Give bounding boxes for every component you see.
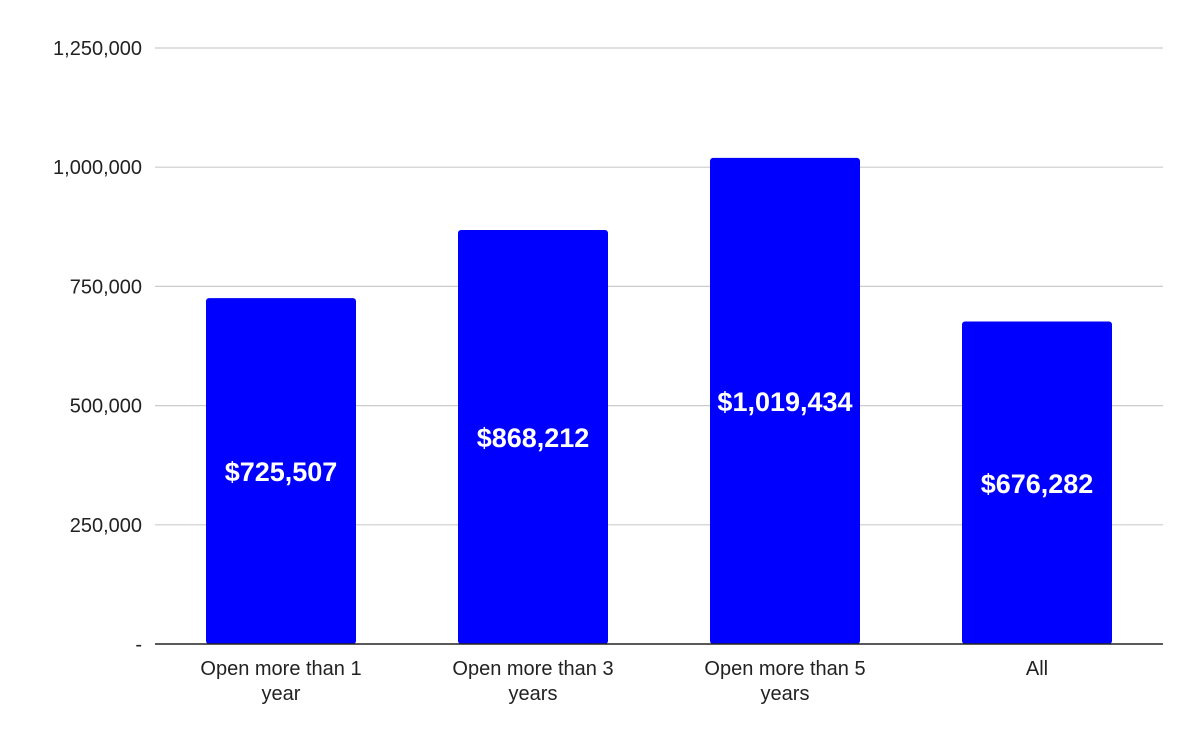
data-label-1: $868,212 [477, 423, 590, 453]
bars: $725,507 $868,212 $1,019,434 $676,282 [206, 157, 1112, 645]
x-category-label-0-line-1: year [262, 683, 301, 705]
x-category-label-2-line-1: years [761, 683, 810, 705]
x-axis-category-labels: Open more than 1 year Open more than 3 year… [200, 658, 1048, 705]
bar-2 [710, 157, 860, 644]
data-label-2: $1,019,434 [717, 387, 852, 417]
bar-1 [458, 230, 608, 645]
x-category-label-2-line-0: Open more than 5 [704, 658, 865, 680]
y-axis-tick-labels: - 250,000 500,000 750,000 1,000,000 1,250,000 [53, 38, 142, 656]
bar-0 [206, 298, 356, 644]
x-category-label-1-line-0: Open more than 3 [452, 658, 613, 680]
y-tick-label-0: - [135, 634, 142, 656]
x-category-label-1-line-1: years [509, 683, 558, 705]
data-label-0: $725,507 [225, 457, 338, 487]
y-tick-label-1: 250,000 [70, 515, 142, 537]
y-tick-label-4: 1,000,000 [53, 157, 142, 179]
x-category-label-3-line-0: All [1026, 658, 1048, 680]
data-label-3: $676,282 [981, 469, 1094, 499]
x-category-label-0-line-0: Open more than 1 [200, 658, 361, 680]
y-tick-label-3: 750,000 [70, 276, 142, 298]
bar-3 [962, 321, 1112, 644]
y-tick-label-2: 500,000 [70, 396, 142, 418]
y-tick-label-5: 1,250,000 [53, 38, 142, 60]
